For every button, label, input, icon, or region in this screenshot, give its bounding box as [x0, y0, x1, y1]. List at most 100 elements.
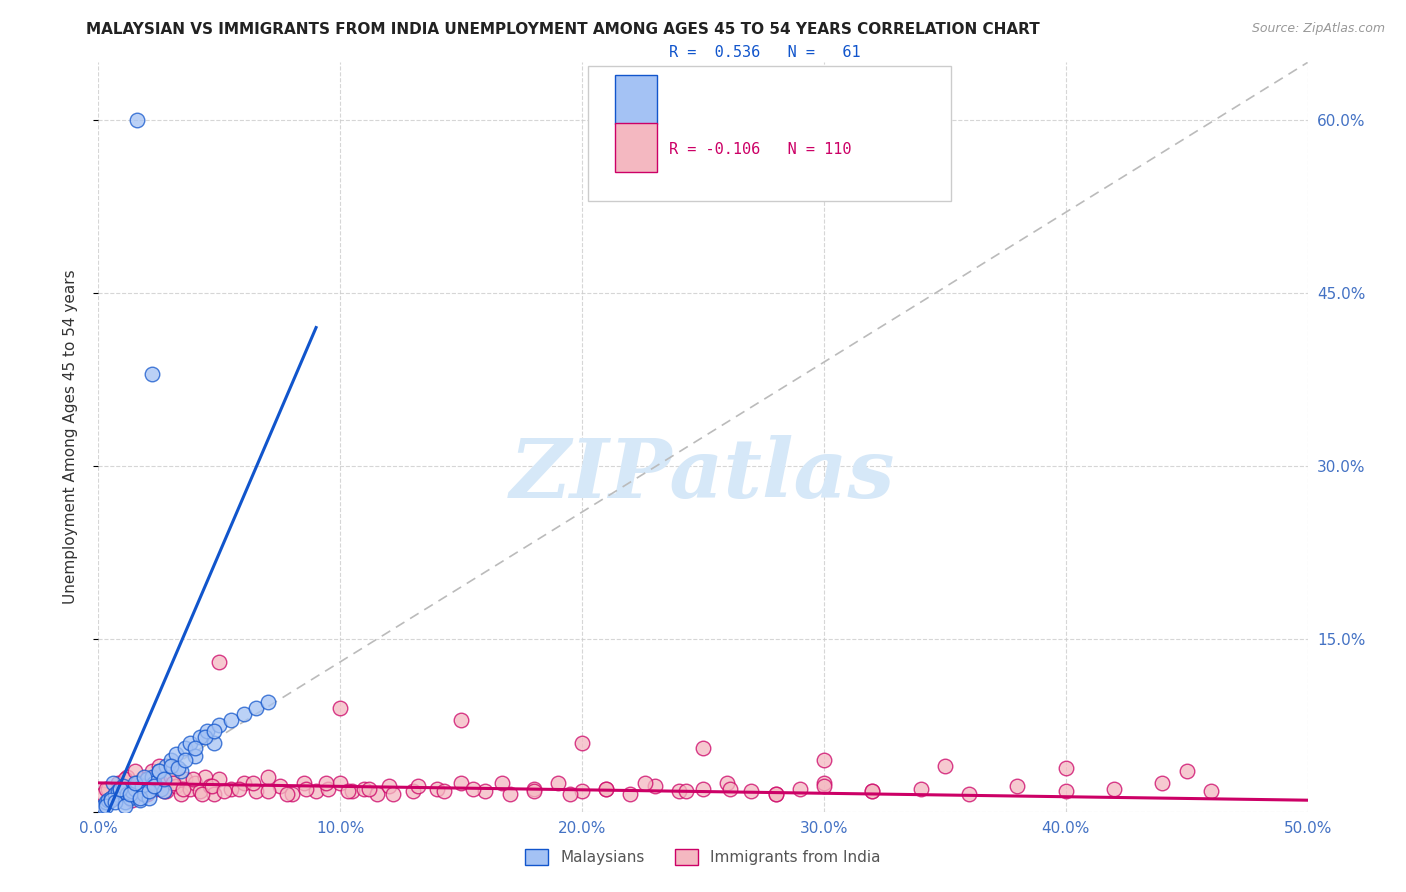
Point: [269, 780, 291, 794]
Point: [141, 367, 163, 381]
Point: [108, 781, 131, 796]
Point: [179, 735, 201, 749]
Point: [1199, 784, 1222, 798]
Point: [143, 780, 166, 794]
Point: [184, 776, 207, 790]
Point: [204, 735, 226, 749]
Point: [188, 730, 211, 744]
Y-axis label: Unemployment Among Ages 45 to 54 years: Unemployment Among Ages 45 to 54 years: [63, 269, 77, 605]
Point: [245, 701, 267, 715]
Point: [813, 780, 835, 794]
Point: [127, 776, 149, 790]
Point: [138, 784, 160, 798]
Point: [860, 784, 883, 798]
Point: [208, 718, 231, 732]
Point: [134, 770, 156, 784]
Point: [114, 799, 136, 814]
Point: [342, 784, 364, 798]
Point: [152, 784, 174, 798]
Point: [232, 706, 254, 721]
Point: [114, 772, 136, 787]
Point: [148, 758, 170, 772]
Point: [765, 788, 787, 802]
Point: [377, 780, 399, 794]
Point: [382, 788, 405, 802]
Point: [256, 695, 278, 709]
Point: [121, 784, 143, 798]
Point: [194, 730, 217, 744]
Point: [169, 788, 191, 802]
Point: [692, 741, 714, 756]
Point: [523, 781, 546, 796]
Point: [276, 788, 298, 802]
Point: [474, 784, 496, 798]
Point: [127, 113, 149, 128]
Point: [155, 784, 177, 798]
Point: [619, 788, 641, 802]
Point: [433, 784, 456, 798]
Point: [124, 764, 146, 779]
Point: [169, 764, 191, 779]
Point: [181, 772, 204, 787]
Point: [107, 784, 129, 798]
Point: [813, 776, 835, 790]
Point: [150, 776, 173, 790]
Point: [359, 781, 381, 796]
Point: [121, 793, 143, 807]
Point: [716, 776, 738, 790]
Point: [813, 753, 835, 767]
Point: [634, 776, 657, 790]
Text: MALAYSIAN VS IMMIGRANTS FROM INDIA UNEMPLOYMENT AMONG AGES 45 TO 54 YEARS CORREL: MALAYSIAN VS IMMIGRANTS FROM INDIA UNEMP…: [86, 22, 1039, 37]
Point: [108, 781, 131, 796]
Point: [94, 796, 117, 810]
FancyBboxPatch shape: [614, 123, 657, 172]
Point: [498, 788, 520, 802]
Point: [174, 772, 197, 787]
Point: [1054, 761, 1077, 775]
FancyBboxPatch shape: [614, 75, 657, 124]
Point: [145, 781, 167, 796]
Text: R = -0.106   N = 110: R = -0.106 N = 110: [669, 142, 852, 157]
Point: [718, 781, 741, 796]
Point: [148, 764, 170, 779]
Point: [174, 741, 197, 756]
Point: [172, 781, 194, 796]
Point: [295, 781, 318, 796]
Point: [571, 784, 593, 798]
Point: [107, 776, 129, 790]
Point: [644, 780, 666, 794]
Point: [148, 764, 170, 779]
Text: Source: ZipAtlas.com: Source: ZipAtlas.com: [1251, 22, 1385, 36]
Point: [201, 780, 224, 794]
Point: [165, 780, 187, 794]
Point: [117, 770, 139, 784]
Point: [162, 776, 184, 790]
Point: [104, 796, 127, 810]
Point: [143, 770, 166, 784]
Point: [155, 758, 177, 772]
Point: [131, 780, 153, 794]
Point: [1054, 784, 1077, 798]
Point: [1175, 764, 1198, 779]
Point: [426, 781, 449, 796]
FancyBboxPatch shape: [588, 66, 950, 201]
Point: [305, 784, 328, 798]
Point: [160, 753, 183, 767]
Point: [124, 781, 146, 796]
Point: [141, 764, 163, 779]
Point: [127, 780, 149, 794]
Point: [406, 780, 429, 794]
Point: [118, 790, 141, 805]
Point: [141, 770, 163, 784]
Point: [160, 770, 183, 784]
Point: [366, 788, 388, 802]
Point: [167, 761, 190, 775]
Point: [138, 790, 160, 805]
Point: [160, 758, 183, 772]
Point: [668, 784, 690, 798]
Point: [117, 788, 139, 802]
Point: [114, 796, 136, 810]
Point: [134, 780, 156, 794]
Point: [595, 781, 617, 796]
Point: [212, 784, 235, 798]
